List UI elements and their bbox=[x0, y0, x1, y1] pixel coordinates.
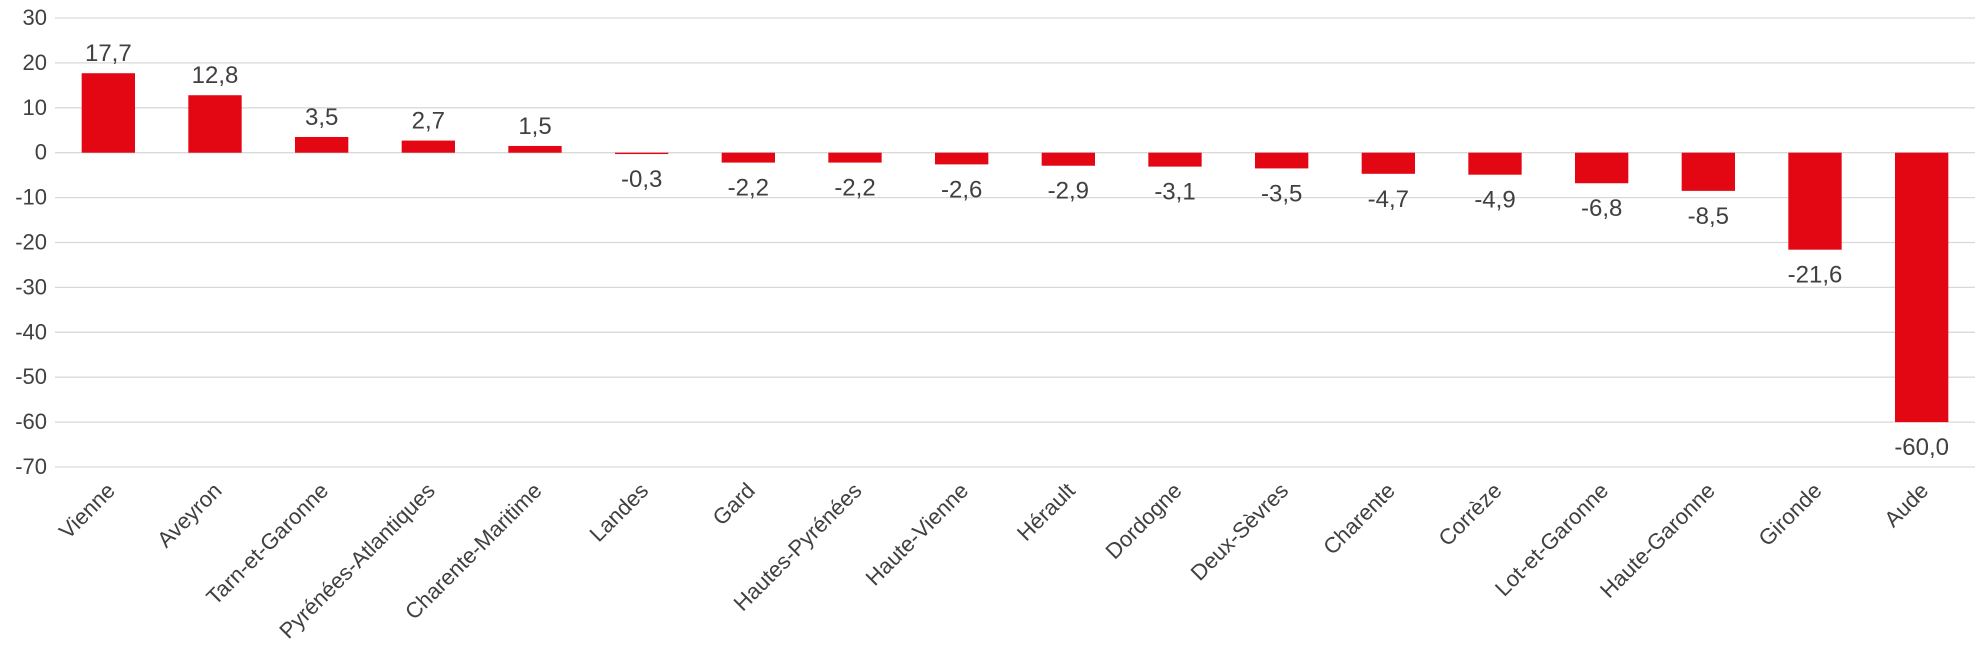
category-label: Vienne bbox=[54, 478, 120, 544]
bars bbox=[81, 73, 1949, 423]
data-label: -4,9 bbox=[1474, 187, 1515, 214]
category-labels: Vienne AveyronTarn-et-GaronnePyrénées-Atl… bbox=[54, 478, 1933, 644]
y-tick-label: 0 bbox=[35, 140, 47, 165]
data-label: -2,2 bbox=[834, 175, 875, 202]
data-label: 12,8 bbox=[192, 62, 239, 89]
category-label: Dordogne bbox=[1101, 478, 1187, 564]
y-tick-label: -20 bbox=[15, 230, 47, 255]
data-label: -60,0 bbox=[1894, 434, 1949, 461]
category-label: Aveyron bbox=[152, 478, 226, 552]
data-label: -21,6 bbox=[1788, 262, 1843, 289]
bar bbox=[1788, 152, 1842, 250]
bar bbox=[81, 73, 135, 153]
data-label: 2,7 bbox=[412, 108, 445, 135]
y-tick-label: 10 bbox=[23, 95, 47, 120]
category-label: Deux-Sèvres bbox=[1186, 478, 1294, 586]
bar bbox=[295, 136, 349, 153]
data-label: -6,8 bbox=[1581, 195, 1622, 222]
bar bbox=[615, 152, 669, 155]
data-label: 3,5 bbox=[305, 104, 338, 131]
category-label: Haute-Vienne bbox=[861, 478, 974, 591]
category-label: Landes bbox=[584, 478, 653, 547]
data-label: 1,5 bbox=[518, 113, 551, 140]
data-label: 17,7 bbox=[85, 40, 132, 67]
data-label: -4,7 bbox=[1368, 186, 1409, 213]
bar bbox=[1361, 152, 1415, 174]
bar bbox=[401, 140, 455, 153]
bar bbox=[935, 152, 989, 165]
data-label: -2,6 bbox=[941, 176, 982, 203]
y-tick-label: -40 bbox=[15, 319, 47, 344]
data-label: -3,5 bbox=[1261, 180, 1302, 207]
bar bbox=[721, 152, 775, 163]
category-label: Corrèze bbox=[1434, 478, 1507, 551]
data-label: -0,3 bbox=[621, 166, 662, 193]
data-label: -2,2 bbox=[728, 175, 769, 202]
category-label: Lot-et-Garonne bbox=[1490, 478, 1613, 601]
y-tick-label: 20 bbox=[23, 50, 47, 75]
y-tick-label: -70 bbox=[15, 454, 47, 479]
grid-layer bbox=[55, 17, 1975, 468]
bar bbox=[1681, 152, 1735, 191]
category-label: Haute-Garonne bbox=[1595, 478, 1720, 603]
bar bbox=[828, 152, 882, 163]
bar bbox=[1575, 152, 1629, 184]
category-label: Charente bbox=[1318, 478, 1400, 560]
data-label: -8,5 bbox=[1688, 203, 1729, 230]
category-label: Aude bbox=[1879, 478, 1933, 532]
y-axis-tick-labels: 30 20 10 0 -10 -20 -30 -40 -50 -60 -70 bbox=[15, 5, 47, 479]
y-tick-label: -50 bbox=[15, 364, 47, 389]
data-labels: 17,7 12,8 3,5 2,7 1,5 -0,3 -2,2 -2,2 -2,6 -2,9 -3,… bbox=[85, 40, 1949, 461]
category-label: Gironde bbox=[1754, 478, 1827, 551]
bar bbox=[508, 145, 562, 153]
bar bbox=[1895, 152, 1949, 423]
data-label: -2,9 bbox=[1048, 178, 1089, 205]
data-label: -3,1 bbox=[1154, 179, 1195, 206]
bar bbox=[188, 95, 242, 153]
y-tick-label: -10 bbox=[15, 185, 47, 210]
category-label: Hérault bbox=[1012, 478, 1080, 546]
bar bbox=[1468, 152, 1522, 175]
y-tick-label: -60 bbox=[15, 409, 47, 434]
category-label: Gard bbox=[708, 478, 760, 530]
bar bbox=[1148, 152, 1202, 167]
bar bbox=[1255, 152, 1309, 169]
y-tick-label: 30 bbox=[23, 5, 47, 30]
y-tick-label: -30 bbox=[15, 274, 47, 299]
bar bbox=[1041, 152, 1095, 166]
